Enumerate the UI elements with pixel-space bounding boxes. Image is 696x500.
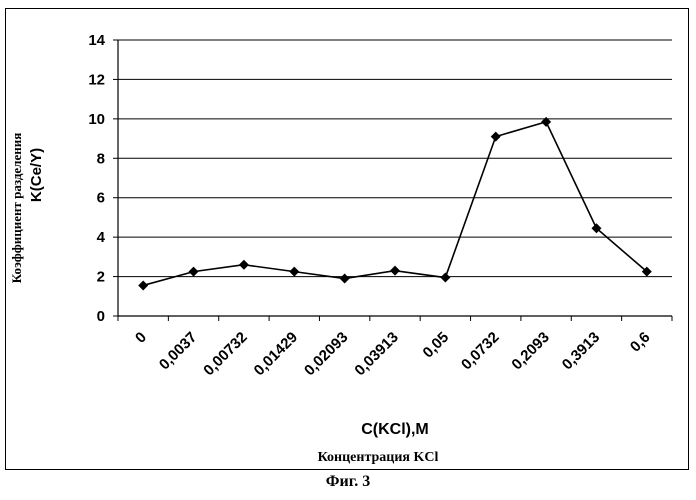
x-tick-label: 0,0732: [458, 329, 502, 373]
x-tick-label: 0,0037: [156, 329, 200, 373]
data-point-marker: [340, 274, 350, 284]
y-tick-label: 14: [88, 32, 105, 49]
y-tick-label: 2: [97, 269, 105, 286]
data-point-marker: [239, 260, 249, 270]
y-tick-label: 12: [88, 71, 105, 88]
data-point-marker: [440, 273, 450, 283]
y-tick-label: 0: [97, 308, 105, 325]
y-tick-label: 6: [97, 190, 105, 207]
series-line: [143, 122, 647, 286]
line-chart: 0 2 4 6 8 10 12 14 0 0,00370,007320,014290,02093…: [0, 0, 696, 470]
figure-caption: Фиг. 3: [0, 473, 696, 491]
x-tick-label: 0,00732: [200, 329, 250, 379]
y-axis-label-line1: Коэффициент разделения: [9, 133, 24, 283]
x-tick-label: 0,2093: [508, 329, 552, 373]
data-point-marker: [189, 267, 199, 277]
y-tick-label: 4: [97, 229, 106, 246]
x-tick-label: 0,01429: [251, 329, 301, 379]
x-tick-label: 0,3913: [559, 329, 603, 373]
y-tick-label: 8: [97, 150, 105, 167]
data-point-marker: [390, 266, 400, 276]
axes: [113, 40, 672, 321]
series: [138, 117, 652, 291]
data-point-marker: [491, 132, 501, 142]
gridlines: [118, 40, 672, 277]
y-tick-labels: 0 2 4 6 8 10 12 14: [88, 32, 105, 325]
data-point-marker: [138, 280, 148, 290]
x-tick-label: 0,05: [420, 329, 453, 362]
x-tick-labels: 00,00370,007320,014290,020930,039130,050…: [132, 329, 654, 379]
y-tick-label: 10: [88, 111, 105, 128]
x-tick-label: 0: [132, 329, 150, 347]
x-tick-label: 0,03913: [351, 329, 401, 379]
data-point-marker: [541, 117, 551, 127]
data-point-marker: [289, 267, 299, 277]
x-axis-label-line1: C(KCl),M: [361, 421, 429, 438]
y-axis-label-line2: K(Ce/Y): [28, 148, 45, 202]
x-tick-label: 0,02093: [301, 329, 351, 379]
x-tick-label: 0,6: [627, 329, 654, 356]
x-axis-label-line2: Концентрация KCl: [318, 450, 439, 465]
